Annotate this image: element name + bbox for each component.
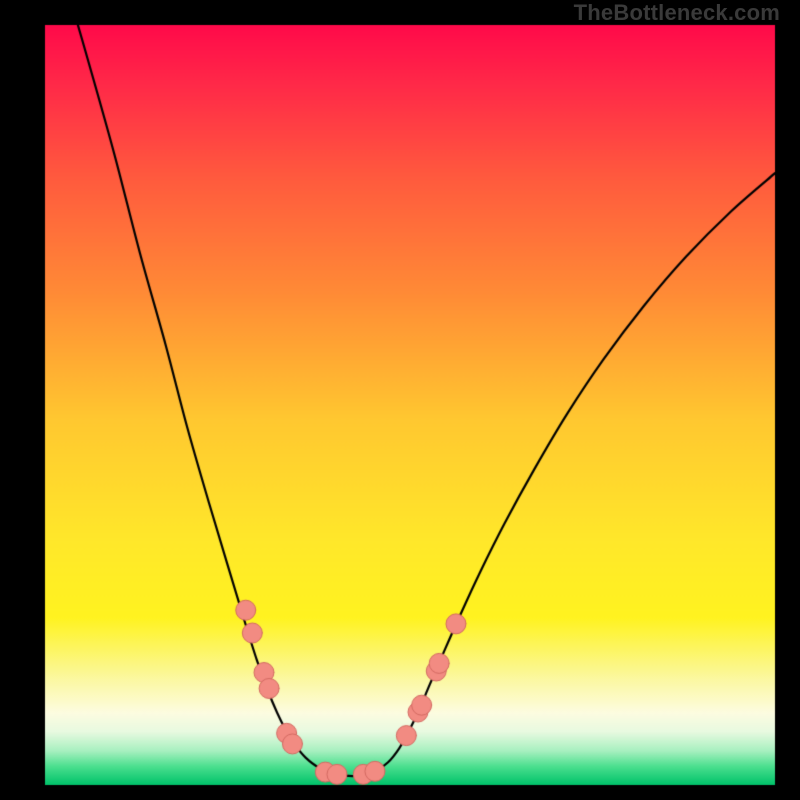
bottleneck-chart — [0, 0, 800, 800]
watermark-label: TheBottleneck.com — [574, 0, 780, 26]
